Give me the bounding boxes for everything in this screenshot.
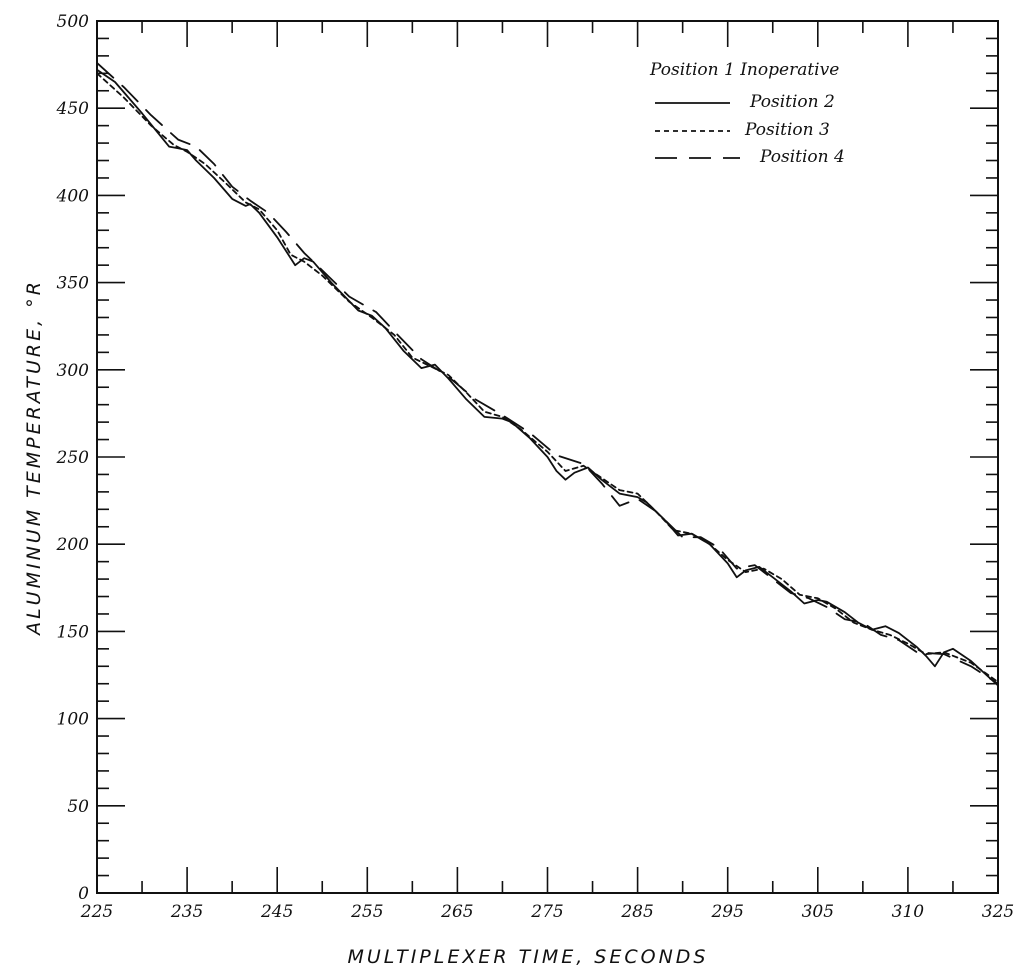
x-tick-label: 285 <box>620 902 653 922</box>
x-tick-label: 255 <box>350 902 383 922</box>
y-tick-label: 450 <box>56 99 90 119</box>
x-tick-label: 275 <box>530 902 563 922</box>
x-tick-label: 310 <box>892 902 925 922</box>
y-tick-label: 300 <box>57 361 90 381</box>
x-tick-label: 295 <box>710 902 743 922</box>
y-tick-label: 350 <box>57 274 90 294</box>
y-tick-label: 400 <box>56 186 90 206</box>
x-tick-label: 225 <box>80 902 113 922</box>
legend: Position 1 Inoperative Position 2 Positi… <box>649 60 845 167</box>
y-tick-label: 200 <box>56 535 90 555</box>
x-axis-title: MULTIPLEXER TIME, SECONDS <box>348 946 709 968</box>
x-axis-ticks: 225 235 245 255 265 275 285 295 305 310 325 <box>80 21 1014 922</box>
y-tick-label: 250 <box>56 448 90 468</box>
y-tick-label: 500 <box>57 12 90 32</box>
series-line-position-4 <box>96 62 999 685</box>
y-tick-label: 0 <box>78 884 89 904</box>
y-tick-label: 150 <box>57 622 90 642</box>
y-tick-label: 100 <box>57 710 90 730</box>
series-line-position-3 <box>96 72 999 683</box>
x-tick-label: 325 <box>982 902 1014 922</box>
legend-label-position-4: Position 4 <box>759 147 845 167</box>
series-layer <box>96 62 999 687</box>
y-tick-label: 50 <box>67 797 89 817</box>
series-line-position-2 <box>96 68 999 687</box>
legend-label-position-3: Position 3 <box>744 120 830 140</box>
legend-note: Position 1 Inoperative <box>649 60 839 80</box>
y-axis-ticks: 0 50 100 150 200 250 300 350 400 450 500 <box>56 12 998 904</box>
x-tick-label: 245 <box>260 902 293 922</box>
x-tick-label: 265 <box>440 902 473 922</box>
x-tick-label: 305 <box>802 902 834 922</box>
legend-label-position-2: Position 2 <box>749 92 835 112</box>
x-tick-label: 235 <box>170 902 203 922</box>
y-axis-title: ALUMINUM TEMPERATURE, °R <box>23 279 45 637</box>
